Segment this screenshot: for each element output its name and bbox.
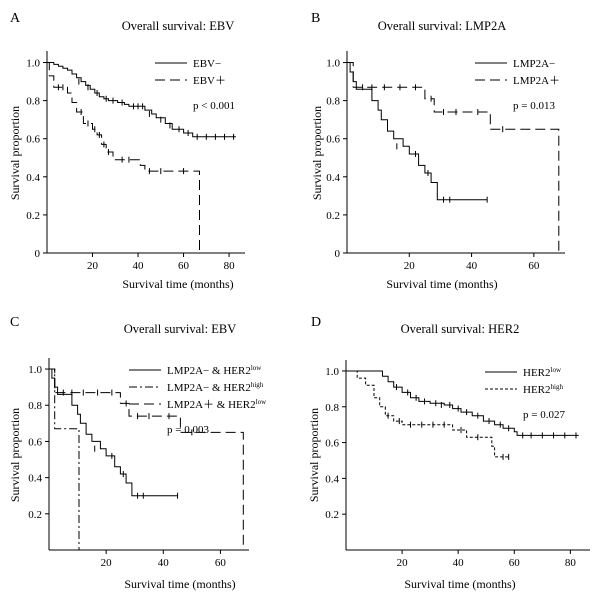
- panel-c-ylabel: Survival proportion: [8, 408, 22, 502]
- panel-a-series-1-line: [47, 62, 236, 138]
- panel-d-title: Overall survival: HER2: [401, 322, 520, 336]
- panel-d-xtick-label: 20: [397, 557, 409, 569]
- panel-c-ytick-label: 0.4: [28, 473, 42, 485]
- panel-a-legend-label-1: EBV−: [193, 58, 221, 70]
- panel-b-legend-label-1: LMP2A−: [513, 58, 555, 70]
- panel-c-xtick-label: 20: [101, 557, 113, 569]
- panel-b-ytick-label: 0.8: [326, 96, 340, 108]
- panel-c-xlabel: Survival time (months): [124, 577, 235, 591]
- panel-d-xtick-label: 40: [453, 557, 465, 569]
- panel-d-xtick-label: 80: [565, 557, 577, 569]
- panel-c-xtick-label: 60: [215, 557, 227, 569]
- panel-d-xtick-label: 60: [509, 557, 521, 569]
- panel-a-xlabel: Survival time (months): [122, 277, 233, 291]
- panel-c-series-2-line: [49, 368, 80, 550]
- panel-d-legend-sup-2: high: [551, 383, 564, 391]
- panel-c-legend-sup-3: low: [256, 398, 267, 406]
- panel-b-ytick-label: 0.6: [326, 134, 340, 146]
- panel-d-ytick-label: 0.2: [325, 509, 339, 521]
- panel-d-p-value: p = 0.027: [523, 409, 565, 421]
- panel-d-legend-label-2: HER2high: [523, 383, 563, 396]
- panel-a-xtick-label: 60: [178, 260, 190, 272]
- panel-c-series-1-line: [49, 368, 178, 497]
- panel-c-legend-label-2: LMP2A− & HER2high: [167, 381, 264, 394]
- panel-c-xtick-label: 40: [158, 557, 170, 569]
- panel-b-ytick-label: 0.4: [326, 172, 340, 184]
- panel-b-series-2-line: [347, 62, 560, 253]
- panel-d-xlabel: Survival time (months): [404, 577, 515, 591]
- panel-c-p-value: p = 0.003: [167, 424, 209, 436]
- panel-b-p-value: p = 0.013: [513, 100, 555, 112]
- panel-b-xtick-label: 40: [466, 260, 478, 272]
- panel-b-xtick-label: 20: [404, 260, 416, 272]
- panel-a-xtick-label: 80: [224, 260, 236, 272]
- panel-c-legend-sup-1: low: [251, 364, 262, 372]
- panel-a-ytick-label: 1.0: [26, 58, 40, 70]
- panel-c-legend-label-1: LMP2A− & HER2low: [167, 364, 262, 377]
- panel-a-ytick-label: 0.6: [26, 134, 40, 146]
- panel-b-ylabel: Survival proportion: [310, 106, 324, 200]
- panel-a-title: Overall survival: EBV: [122, 19, 234, 33]
- panel-a-letter: A: [10, 11, 21, 26]
- panel-a-legend-label-2: EBV＋: [193, 75, 226, 87]
- panel-b-ytick-label: 0: [335, 248, 341, 260]
- panel-d-ytick-label: 0.8: [325, 402, 339, 414]
- panel-d-ylabel: Survival proportion: [307, 408, 321, 502]
- panel-a-series-2-line: [47, 62, 200, 253]
- panel-a-ytick-label: 0.2: [26, 210, 40, 222]
- panel-a-ylabel: Survival proportion: [8, 106, 22, 200]
- panel-b-xlabel: Survival time (months): [386, 277, 497, 291]
- panel-c-ytick-label: 0.6: [28, 436, 42, 448]
- panel-b-letter: B: [311, 11, 320, 26]
- panel-d: D Overall survival: HER2 0.2 0.4 0.6 0.8 1.0 20…: [307, 315, 590, 591]
- panel-d-series-2-line: [346, 370, 509, 458]
- panel-a-ytick-label: 0.8: [26, 96, 40, 108]
- panel-c-title: Overall survival: EBV: [124, 322, 236, 336]
- panel-d-ytick-label: 1.0: [325, 366, 339, 378]
- panel-c-ytick-label: 0.8: [28, 400, 42, 412]
- panel-b-ytick-label: 1.0: [326, 58, 340, 70]
- panel-d-letter: D: [311, 315, 321, 330]
- panel-d-legend-sup-1: low: [551, 366, 562, 374]
- panel-a-ytick-label: 0: [35, 248, 41, 260]
- panel-b-title: Overall survival: LMP2A: [378, 19, 506, 33]
- panel-c-series-3-line: [49, 368, 244, 550]
- panel-b-legend-label-2: LMP2A＋: [513, 75, 560, 87]
- panel-c-legend-label-3: LMP2A＋ & HER2low: [167, 398, 267, 411]
- panel-c-letter: C: [10, 315, 19, 330]
- panel-d-ytick-label: 0.6: [325, 438, 339, 450]
- panel-a-p-value: p < 0.001: [193, 100, 235, 112]
- panel-a-xtick-label: 40: [133, 260, 145, 272]
- panel-a-ytick-label: 0.4: [26, 172, 40, 184]
- panel-b-xtick-label: 60: [528, 260, 540, 272]
- panel-a: A Overall survival: EBV 0 0.2 0.4 0.6 0.8 1.0 20…: [8, 11, 245, 291]
- panel-b-ytick-label: 0.2: [326, 210, 340, 222]
- panel-d-legend-label-1: HER2low: [523, 366, 562, 379]
- panel-c-ytick-label: 1.0: [28, 364, 42, 376]
- panel-b: B Overall survival: LMP2A 0 0.2 0.4 0.6 0.8 1.0…: [310, 11, 565, 291]
- panel-c-legend-sup-2: high: [251, 381, 264, 389]
- panel-d-series-1-line: [346, 370, 579, 436]
- panel-d-ytick-label: 0.4: [325, 473, 339, 485]
- panel-c: C Overall survival: EBV 0.2 0.4 0.6 0.8 1.0 20 4…: [8, 315, 267, 591]
- panel-b-series-1-line: [347, 62, 488, 201]
- panel-a-xtick-label: 20: [87, 260, 99, 272]
- panel-c-ytick-label: 0.2: [28, 509, 42, 521]
